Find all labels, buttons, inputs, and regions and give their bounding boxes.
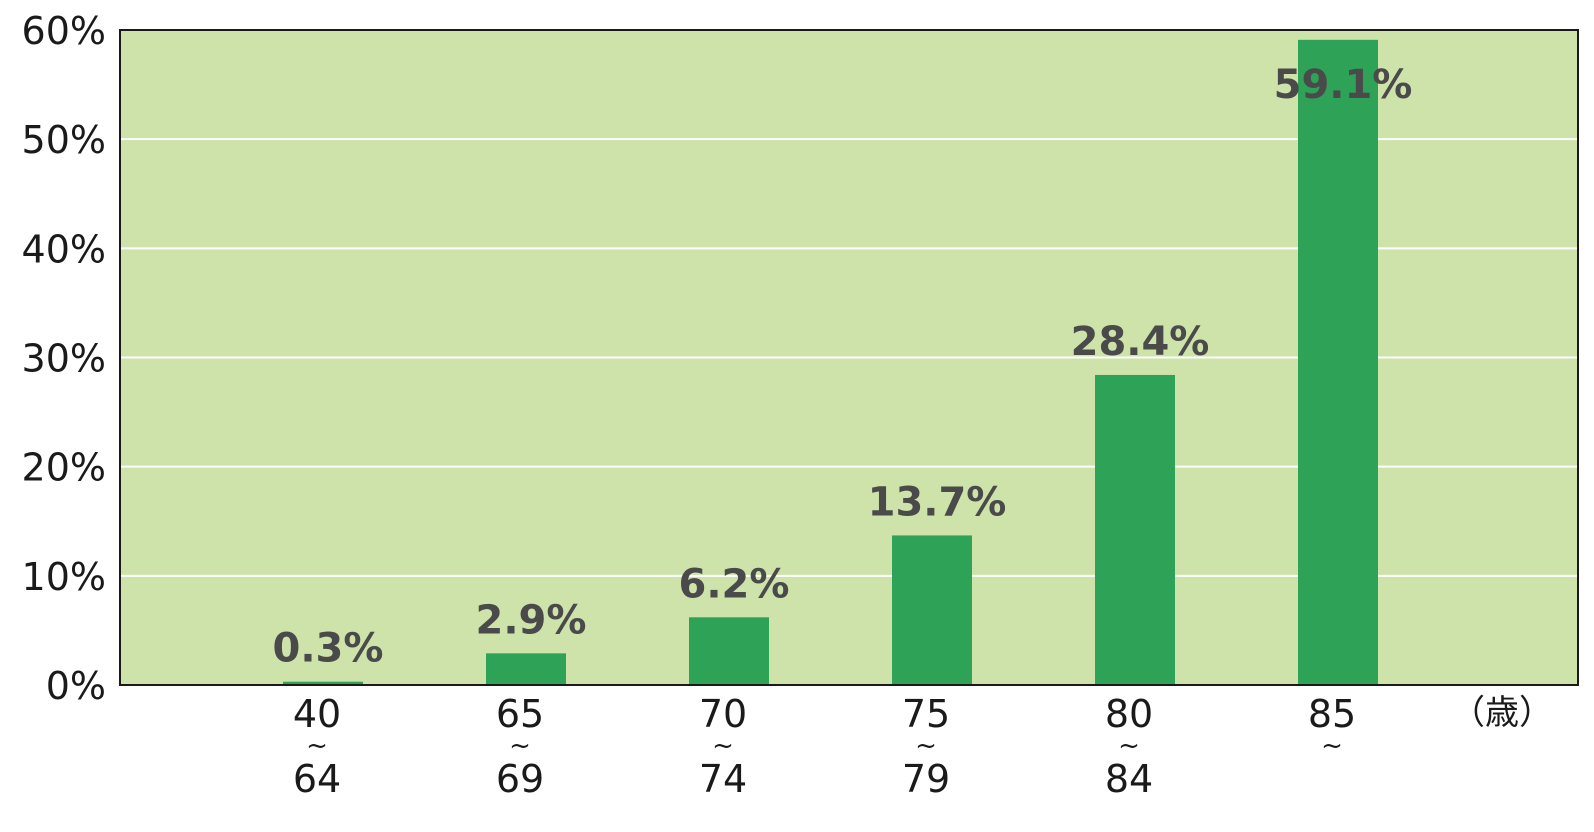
x-axis-unit-label: （歳） bbox=[1451, 693, 1553, 733]
x-category-start: 85 bbox=[1308, 692, 1356, 736]
x-category-end: 79 bbox=[902, 757, 950, 801]
x-category-range-mark: ~ bbox=[1118, 731, 1140, 761]
x-category-range-mark: ~ bbox=[306, 731, 328, 761]
y-tick-label: 50% bbox=[22, 118, 106, 162]
data-label: 6.2% bbox=[679, 561, 790, 607]
x-category-start: 40 bbox=[293, 692, 341, 736]
x-category-start: 70 bbox=[699, 692, 747, 736]
bar bbox=[1095, 374, 1175, 685]
y-tick-label: 20% bbox=[22, 446, 106, 490]
y-tick-label: 0% bbox=[46, 664, 106, 708]
y-axis-ticks: 0% 10% 20% 30% 40% 50% 60% bbox=[22, 9, 106, 708]
data-label: 59.1% bbox=[1274, 62, 1413, 108]
bar bbox=[892, 535, 972, 685]
x-category-range-mark: ~ bbox=[712, 731, 734, 761]
bar bbox=[689, 617, 769, 685]
data-label: 13.7% bbox=[868, 479, 1007, 525]
y-tick-label: 40% bbox=[22, 227, 106, 271]
x-category-end: 84 bbox=[1105, 757, 1153, 801]
x-category-start: 80 bbox=[1105, 692, 1153, 736]
x-category-range-mark: ~ bbox=[1321, 731, 1343, 761]
bar bbox=[486, 653, 566, 685]
data-label: 28.4% bbox=[1071, 319, 1210, 365]
x-category-end: 74 bbox=[699, 757, 747, 801]
bar bbox=[1298, 39, 1378, 685]
data-label: 2.9% bbox=[476, 597, 587, 643]
x-category-range-mark: ~ bbox=[509, 731, 531, 761]
bar bbox=[283, 681, 363, 685]
data-label: 0.3% bbox=[273, 626, 384, 672]
plot-frame bbox=[119, 29, 1579, 686]
x-category-start: 75 bbox=[902, 692, 950, 736]
data-labels: 0.3% 2.9% 6.2% 13.7% 28.4% 59.1% bbox=[273, 62, 1413, 672]
y-tick-label: 60% bbox=[22, 9, 106, 53]
x-category-end: 69 bbox=[496, 757, 544, 801]
x-category-start: 65 bbox=[496, 692, 544, 736]
y-tick-label: 30% bbox=[22, 337, 106, 381]
bars bbox=[283, 39, 1378, 685]
y-tick-label: 10% bbox=[22, 555, 106, 599]
x-category-range-mark: ~ bbox=[915, 731, 937, 761]
x-category-end: 64 bbox=[293, 757, 341, 801]
